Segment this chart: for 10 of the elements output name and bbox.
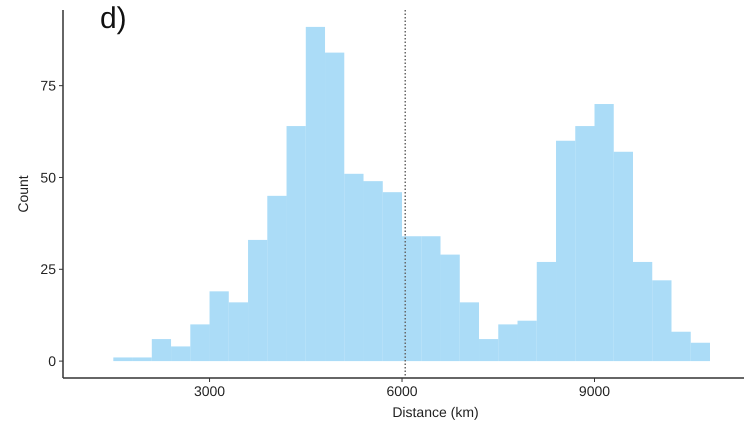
x-tick-label: 3000 (194, 383, 226, 399)
chart-title: d) (100, 2, 127, 35)
x-tick-label: 6000 (386, 383, 418, 399)
y-tick-label: 25 (40, 261, 56, 278)
y-axis-title: Count (15, 175, 31, 213)
y-tick-label: 75 (40, 78, 56, 94)
y-tick-label: 0 (48, 353, 56, 370)
x-tick-label: 9000 (578, 383, 610, 399)
x-axis-title: Distance (km) (392, 404, 479, 420)
y-tick-label: 50 (40, 169, 56, 186)
